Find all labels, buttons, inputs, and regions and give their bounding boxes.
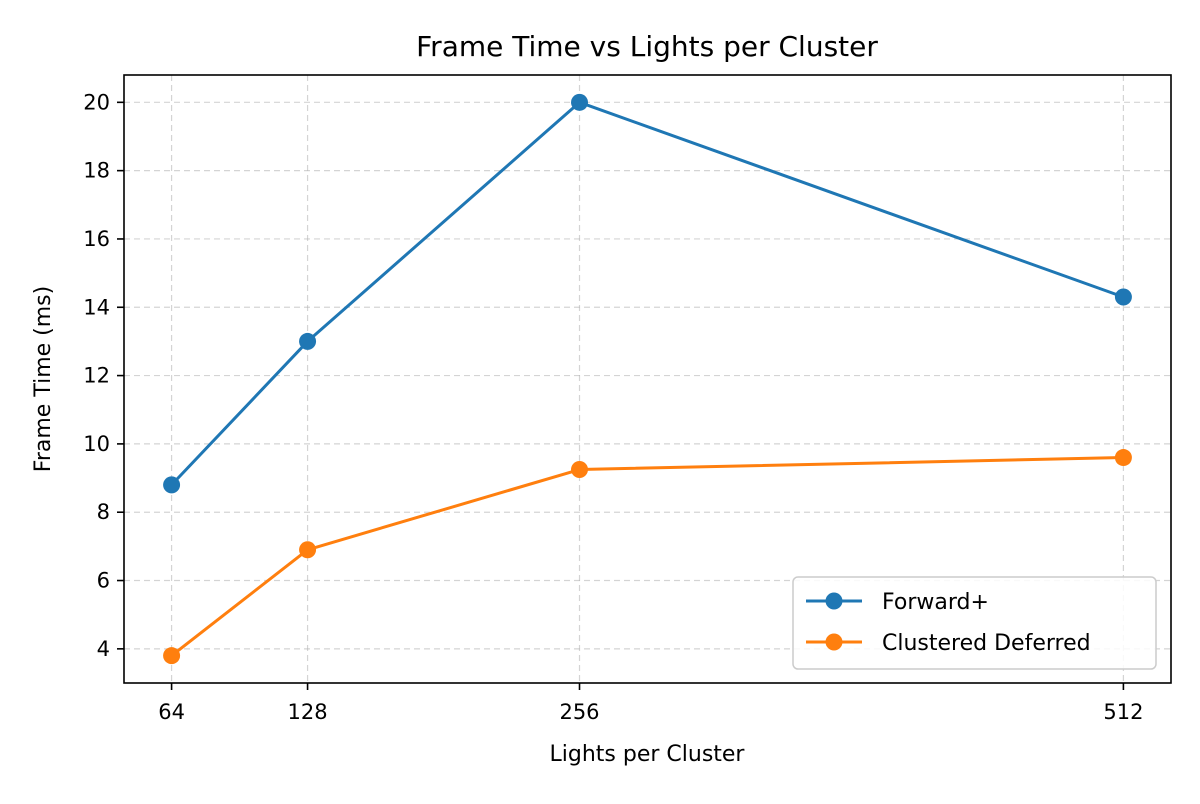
y-tick-label: 4 [97, 637, 110, 661]
data-point [1114, 449, 1132, 467]
chart-title: Frame Time vs Lights per Cluster [416, 30, 878, 63]
y-axis-label: Frame Time (ms) [31, 286, 56, 472]
data-point [163, 476, 181, 494]
legend-marker [825, 592, 843, 610]
x-axis-label: Lights per Cluster [550, 742, 746, 767]
plot-area-frame [123, 74, 1172, 684]
data-point [299, 332, 317, 350]
y-tick-label: 14 [83, 295, 110, 319]
legend-entries: Forward+ Clustered Deferred [806, 590, 1091, 656]
x-tick-label: 64 [158, 700, 185, 724]
series-line [170, 456, 1124, 657]
x-tick-label: 256 [559, 700, 599, 724]
axis-ticks: 64 128 256 512 4 6 8 10 12 14 16 18 20 [83, 90, 1143, 724]
y-tick-label: 12 [83, 364, 110, 388]
legend-marker [825, 633, 843, 651]
legend: Forward+ Clustered Deferred [792, 576, 1157, 670]
data-point [1114, 288, 1132, 306]
data-point [571, 93, 589, 111]
y-tick-label: 6 [97, 569, 110, 593]
data-point [571, 461, 589, 479]
x-tick-label: 512 [1103, 700, 1143, 724]
data-point [299, 541, 317, 559]
y-tick-label: 8 [97, 500, 110, 524]
series-line [170, 100, 1124, 486]
y-tick-label: 18 [83, 159, 110, 183]
x-tick-label: 128 [288, 700, 328, 724]
data-point [163, 647, 181, 665]
legend-label: Forward+ [882, 590, 989, 615]
y-tick-label: 16 [83, 227, 110, 251]
series-group [163, 93, 1132, 665]
y-tick-label: 10 [83, 432, 110, 456]
y-tick-label: 20 [83, 90, 110, 114]
legend-box [792, 576, 1157, 670]
legend-label: Clustered Deferred [882, 631, 1091, 656]
